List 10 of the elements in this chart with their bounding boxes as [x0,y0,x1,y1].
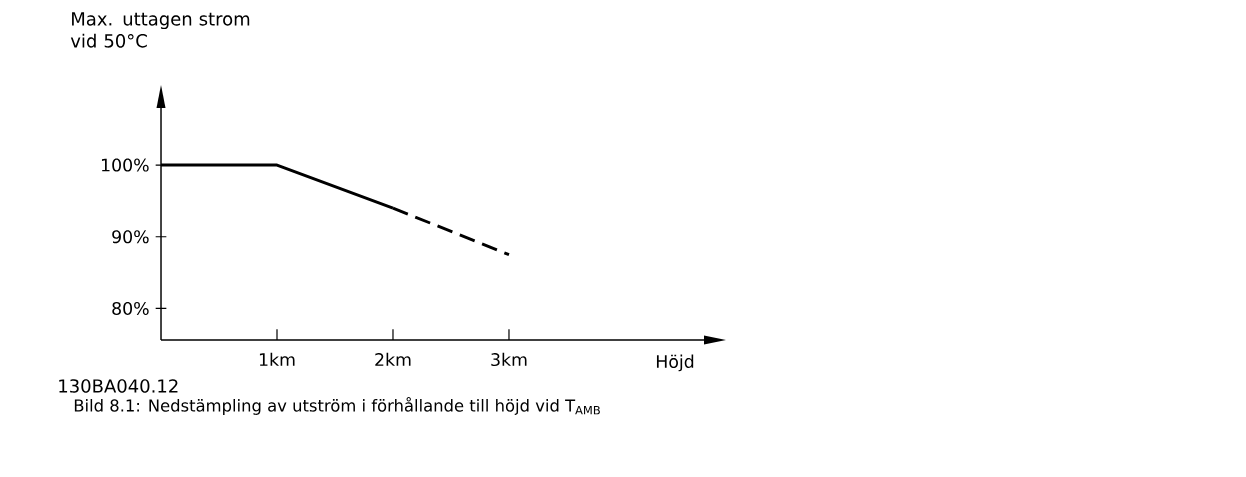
y-tick-label: 100% [101,158,149,172]
y-axis-title: Max. uttagen strom vid 50°C [70,12,250,48]
text: 130BA040.12 [59,379,178,393]
x-axis-title: Höjd [656,354,694,372]
x-tick-label: 2km [375,352,411,366]
y-tick-label: 90% [112,230,149,244]
text: Bild 8.1: Nedstämpling av utström i förhållande till höjd vid T$_{AMB}$ [74,397,600,415]
y-tick-label: 80% [112,301,149,315]
x-tick-label: 1km [259,352,295,366]
x-tick-label: 3km [491,352,527,367]
